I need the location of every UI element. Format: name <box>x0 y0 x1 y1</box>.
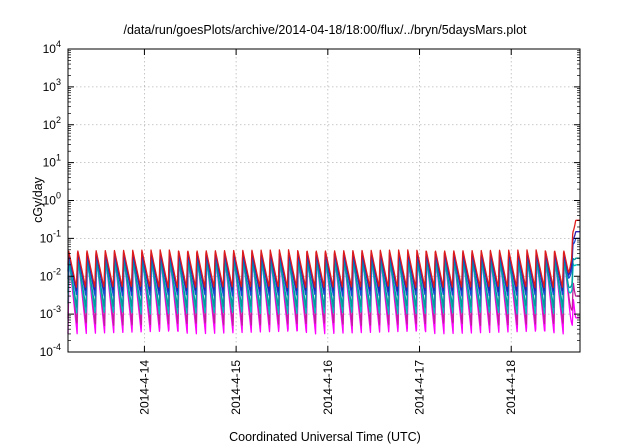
chart-title: /data/run/goesPlots/archive/2014-04-18/1… <box>123 23 527 37</box>
series-line <box>67 257 581 309</box>
y-tick-label: 100 <box>43 191 61 208</box>
x-tick-label: 2014-4-15 <box>229 360 243 415</box>
x-tick-label: 2014-4-16 <box>321 360 335 415</box>
y-axis-label: cGy/day <box>31 176 45 223</box>
y-tick-label: 104 <box>43 39 61 56</box>
y-tick-labels: 104 103 102 101 100 10-1 10-2 10-3 10-4 <box>40 39 61 359</box>
x-tick-label: 2014-4-14 <box>137 360 151 415</box>
x-tick-label: 2014-4-18 <box>504 360 518 415</box>
series-group <box>67 219 581 335</box>
x-axis-label: Coordinated Universal Time (UTC) <box>229 430 421 444</box>
y-tick-label: 10-3 <box>40 304 61 321</box>
x-tick-label: 2014-4-17 <box>413 360 427 415</box>
y-tick-label: 102 <box>43 115 61 132</box>
y-tick-label: 103 <box>43 77 61 94</box>
tick-marks <box>68 48 580 353</box>
y-tick-label: 10-2 <box>40 266 61 283</box>
y-tick-label: 10-4 <box>40 342 61 359</box>
y-tick-label: 10-1 <box>40 228 61 245</box>
series-line <box>67 219 581 289</box>
x-tick-labels: 2014-4-14 2014-4-15 2014-4-16 2014-4-17 2014… <box>137 360 518 415</box>
y-tick-label: 101 <box>43 153 61 170</box>
